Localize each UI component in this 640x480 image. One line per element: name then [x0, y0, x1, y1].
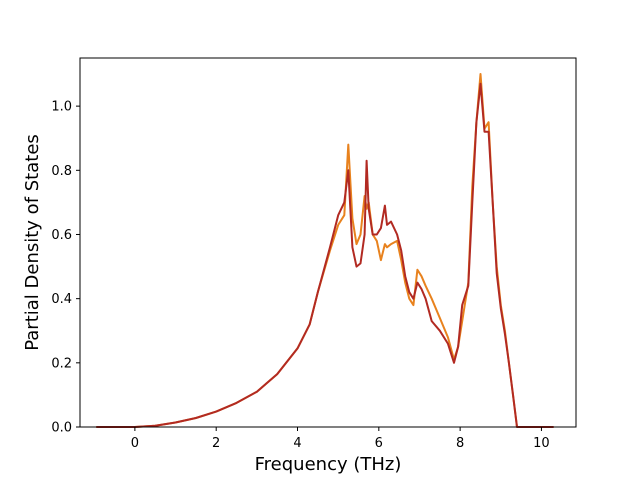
y-tick-label: 0.0	[51, 421, 72, 436]
y-tick-label: 0.6	[51, 228, 72, 243]
x-tick-label: 6	[375, 436, 383, 451]
y-tick-label: 1.0	[51, 100, 72, 115]
series-line-2	[96, 82, 554, 428]
y-tick-label: 0.4	[51, 292, 72, 307]
series-lines	[96, 73, 554, 428]
x-tick-label: 0	[131, 436, 139, 451]
plot-frame	[79, 57, 577, 428]
y-tick-label: 0.8	[51, 164, 72, 179]
x-axis: 0 2 4 6 8 10	[131, 427, 550, 451]
y-axis-title: Partial Density of States	[22, 134, 43, 351]
y-tick-label: 0.2	[51, 356, 72, 371]
x-tick-label: 2	[212, 436, 220, 451]
x-tick-label: 10	[533, 436, 550, 451]
y-axis: 0.0 0.2 0.4 0.6 0.8 1.0	[51, 100, 80, 436]
x-tick-label: 8	[456, 436, 464, 451]
x-axis-title: Frequency (THz)	[255, 454, 402, 475]
x-tick-label: 4	[293, 436, 301, 451]
